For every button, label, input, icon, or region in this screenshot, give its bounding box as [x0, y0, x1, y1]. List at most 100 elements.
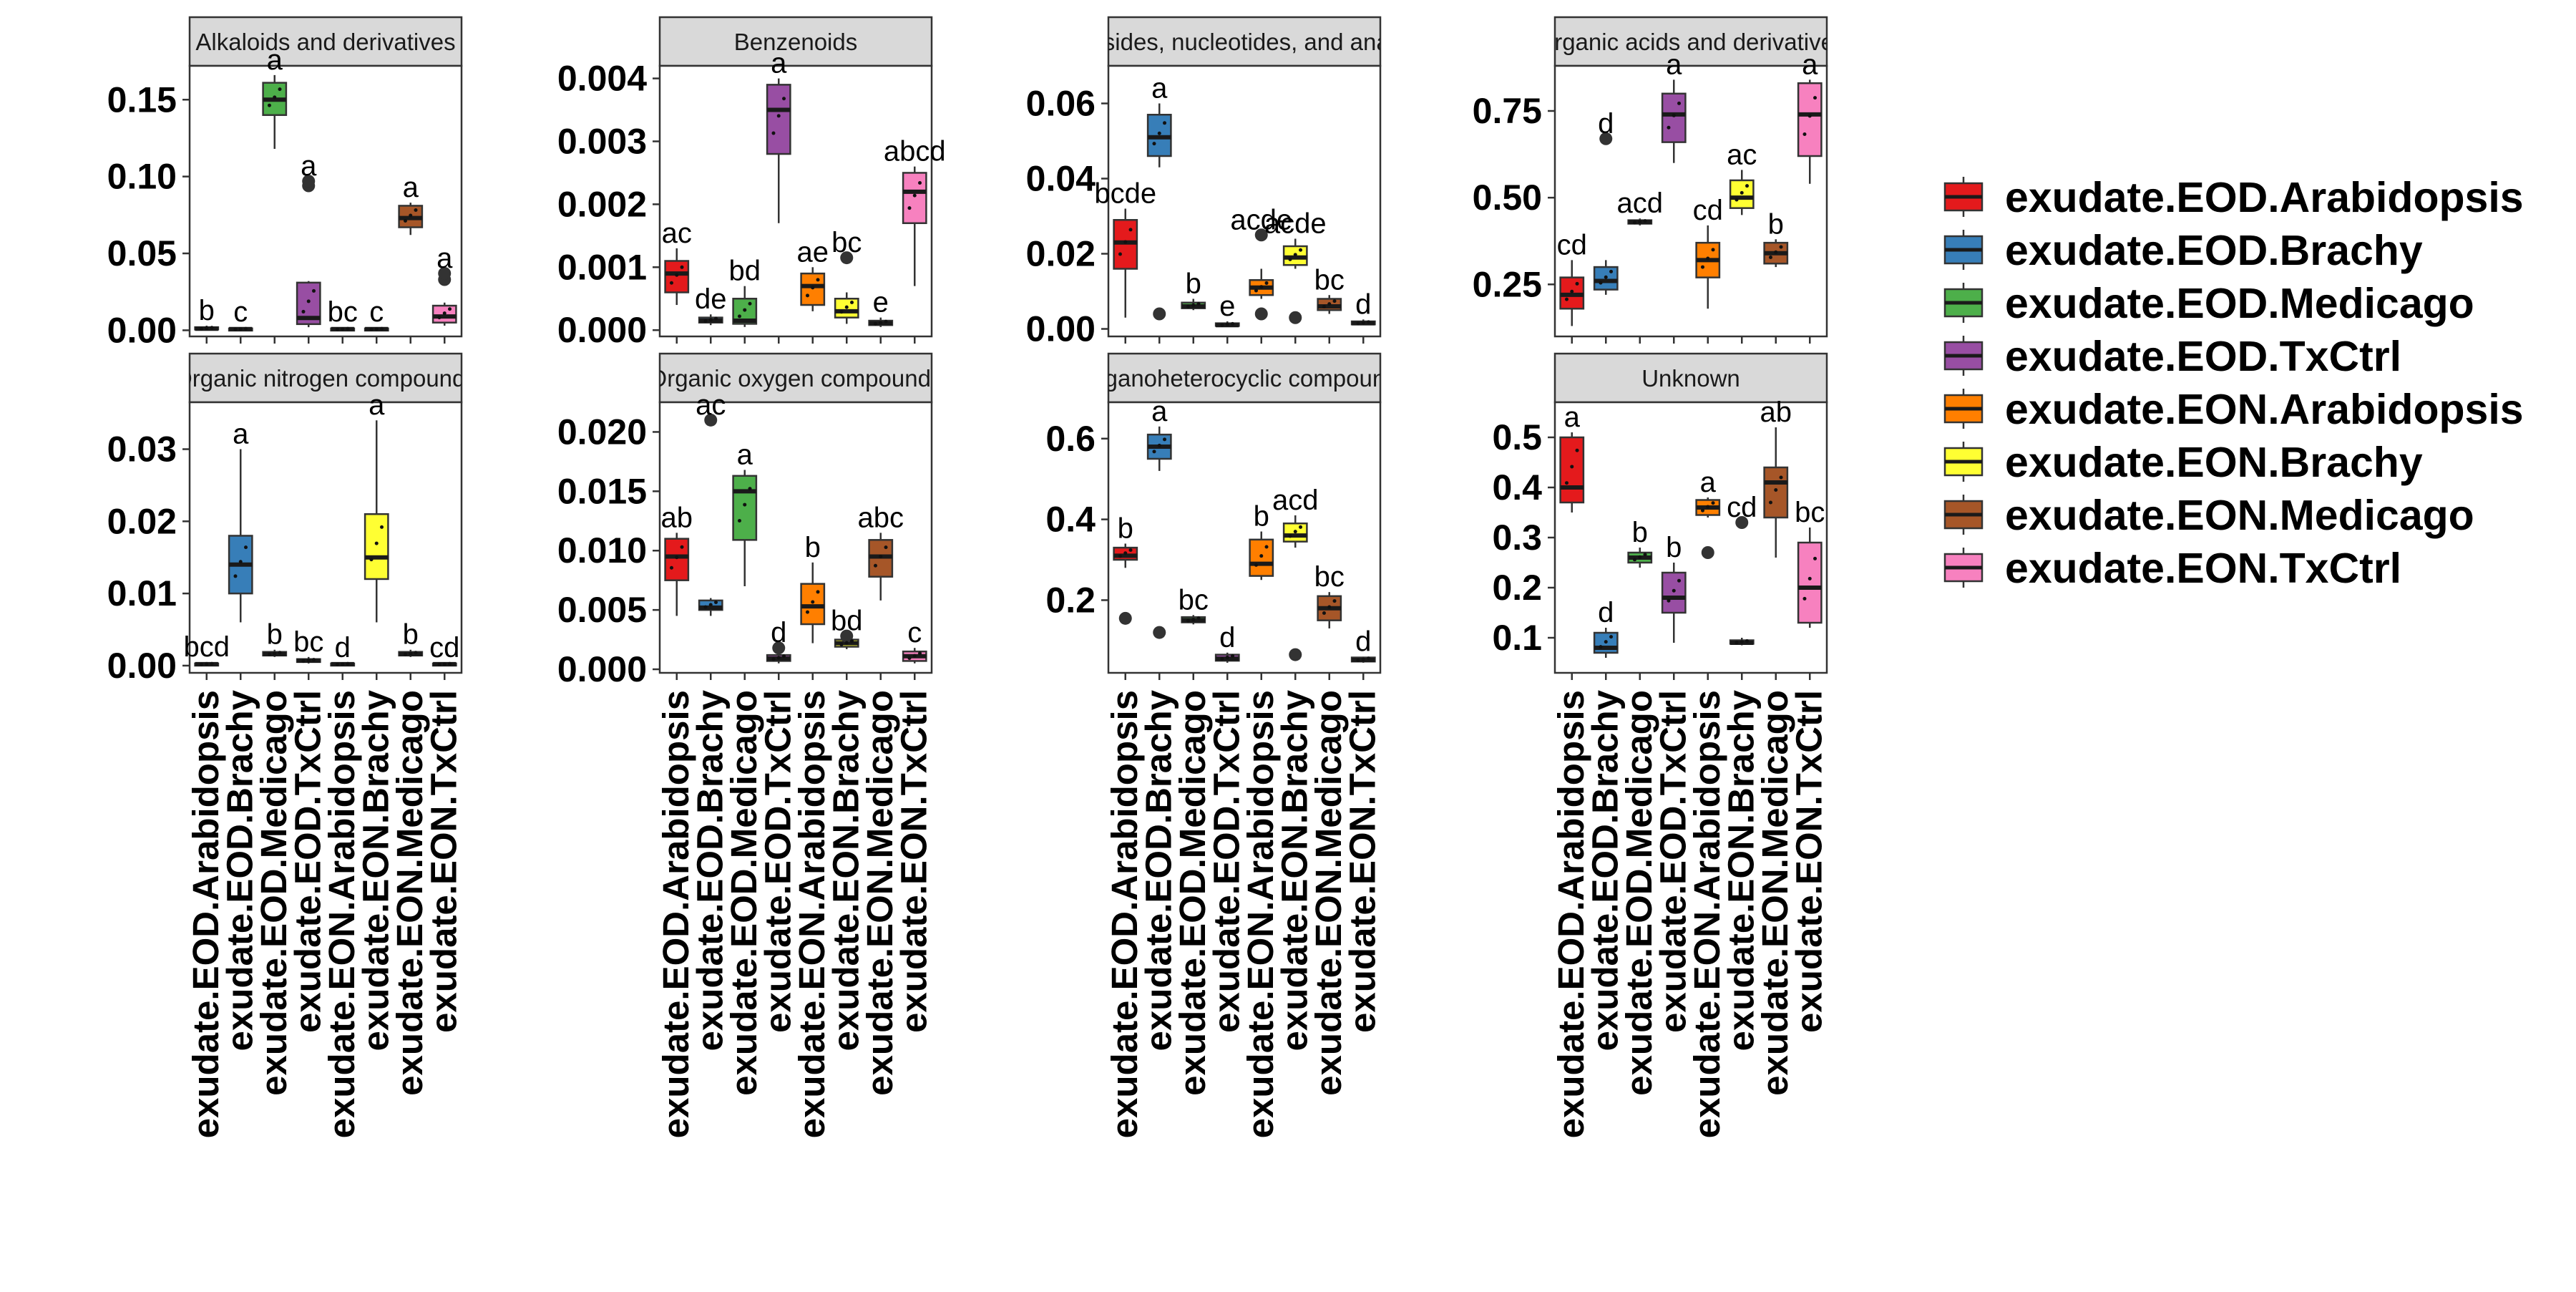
x-tick-label: exudate.EOD.TxCtrl	[287, 690, 328, 1033]
data-point	[1638, 555, 1642, 559]
data-point	[703, 605, 708, 609]
significance-letter: bcd	[184, 631, 230, 663]
box-exudate-eon-txctrl: a	[1797, 49, 1823, 184]
y-tick-label: 0.00	[1026, 309, 1096, 349]
data-point	[1118, 554, 1122, 558]
box-exudate-eon-brachy: bd	[831, 606, 863, 649]
data-point	[703, 319, 708, 324]
data-point	[1220, 657, 1224, 661]
box-exudate-eon-txctrl: d	[1350, 288, 1376, 326]
significance-letter: b	[1768, 208, 1784, 240]
significance-letter: b	[1254, 501, 1269, 533]
x-tick-label: exudate.EON.Brachy	[825, 689, 866, 1051]
legend-item-exudate-eod-medicago: exudate.EOD.Medicago	[1943, 280, 2474, 327]
legend-label: exudate.EOD.Brachy	[2005, 227, 2423, 274]
legend-item-exudate-eon-medicago: exudate.EON.Medicago	[1943, 492, 2474, 539]
box-exudate-eod-brachy: d	[1593, 597, 1619, 658]
significance-letter: ac	[1727, 139, 1757, 170]
y-tick-label: 0.10	[107, 157, 177, 197]
data-point	[714, 601, 718, 605]
y-tick-label: 0.003	[557, 121, 647, 161]
data-point	[403, 218, 407, 223]
data-point	[805, 293, 809, 298]
data-point	[1196, 301, 1201, 306]
data-point	[1293, 530, 1297, 534]
facet-title: Alkaloids and derivatives	[195, 29, 455, 55]
data-point	[1643, 553, 1647, 557]
data-point	[1361, 321, 1365, 325]
data-point	[1807, 576, 1812, 581]
y-tick-label: 0.50	[1473, 178, 1542, 218]
data-point	[1813, 96, 1818, 100]
y-tick-label: 0.5	[1492, 417, 1542, 457]
data-point	[1225, 655, 1229, 659]
y-tick-label: 0.6	[1045, 419, 1096, 459]
significance-letter: a	[1802, 49, 1818, 80]
data-point	[743, 308, 747, 312]
y-tick-label: 0.75	[1473, 91, 1542, 131]
data-point	[1186, 618, 1190, 623]
box-exudate-eon-arabidopsis: b	[800, 532, 826, 643]
data-point	[1220, 323, 1224, 327]
data-point	[448, 661, 452, 666]
significance-letter: bc	[1314, 264, 1345, 296]
significance-letter: bc	[293, 626, 323, 658]
data-point	[1575, 448, 1579, 452]
x-tick-label: exudate.EON.Brachy	[1720, 689, 1761, 1051]
x-tick-label: exudate.EOD.Medicago	[723, 690, 764, 1096]
data-point	[442, 311, 447, 316]
data-point	[816, 278, 820, 282]
x-tick-label: exudate.EON.Arabidopsis	[791, 690, 832, 1138]
data-point	[675, 555, 679, 560]
box-exudate-eon-arabidopsis: acde	[1230, 204, 1292, 321]
data-point	[1163, 437, 1167, 442]
box-exudate-eod-medicago: bc	[1179, 584, 1209, 625]
data-point	[1332, 299, 1337, 303]
data-point	[675, 273, 679, 277]
data-point	[1672, 113, 1676, 117]
data-point	[1807, 114, 1812, 118]
significance-letter: acde	[1230, 204, 1292, 235]
box-exudate-eod-txctrl: b	[1661, 532, 1687, 643]
data-point	[346, 326, 350, 331]
data-point	[816, 590, 820, 594]
data-point	[1299, 248, 1303, 252]
significance-letter: d	[771, 617, 786, 649]
box-exudate-eod-arabidopsis: cd	[1557, 229, 1587, 326]
data-point	[1575, 281, 1579, 286]
data-point	[850, 301, 854, 305]
box-exudate-eon-medicago: b	[1763, 208, 1789, 268]
data-point	[437, 316, 441, 320]
legend: exudate.EOD.Arabidopsis exudate.EOD.Brach…	[1943, 174, 2524, 592]
box-exudate-eon-medicago: abc	[858, 502, 904, 601]
panel-organic-nitrogen-compounds: Organic nitrogen compounds 0.00 0.01 0.02 0.…	[107, 352, 477, 686]
x-tick-label: exudate.EON.Medicago	[389, 690, 430, 1096]
significance-letter: ac	[662, 218, 692, 249]
x-tick-label: exudate.EON.TxCtrl	[1788, 690, 1829, 1033]
data-point	[210, 326, 214, 330]
data-point	[1123, 551, 1128, 555]
y-tick-label: 0.2	[1045, 580, 1096, 620]
y-tick-label: 0.00	[107, 310, 177, 350]
data-point	[776, 114, 781, 118]
data-point	[1802, 596, 1807, 601]
box-exudate-eon-txctrl: d	[1350, 626, 1376, 663]
facet-title: Nucleosides, nucleotides, and analogues	[1030, 29, 1459, 55]
legend-item-exudate-eon-brachy: exudate.EON.Brachy	[1943, 439, 2423, 486]
data-point	[374, 327, 379, 331]
box-exudate-eod-txctrl: d	[766, 617, 791, 664]
data-point	[437, 662, 441, 666]
facet-title: Organic nitrogen compounds	[174, 365, 477, 392]
data-point	[1367, 320, 1371, 324]
data-point	[1774, 488, 1778, 492]
box-exudate-eod-brachy: a	[1146, 396, 1172, 639]
panel-organoheterocyclic-compounds: Organoheterocyclic compounds 0.2 0.4 0.6 b a b…	[1045, 352, 1382, 680]
box-exudate-eon-medicago: e	[868, 287, 894, 327]
significance-letter: bc	[1795, 497, 1825, 528]
significance-letter: a	[1700, 467, 1717, 498]
data-point	[1768, 500, 1772, 505]
data-point	[782, 97, 786, 101]
x-tick-label: exudate.EON.Arabidopsis	[321, 690, 362, 1138]
significance-letter: ab	[1760, 397, 1792, 428]
